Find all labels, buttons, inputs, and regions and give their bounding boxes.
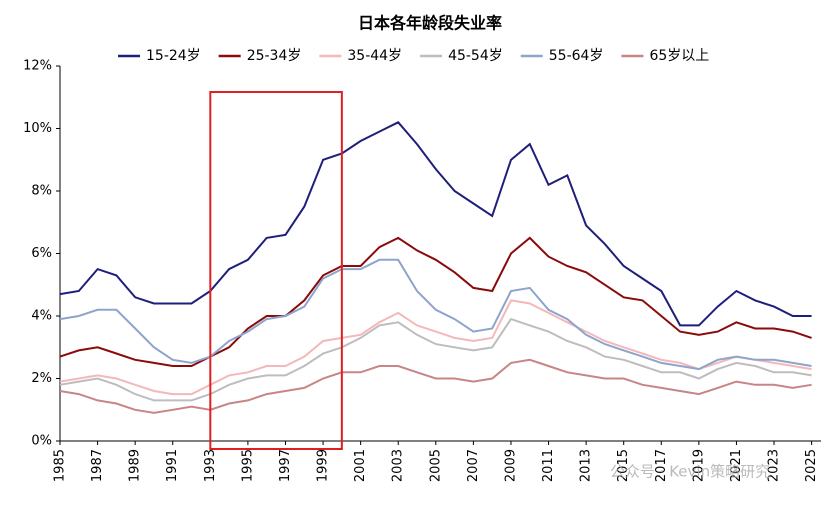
- series-line: [59, 236, 812, 367]
- x-tick-label: 2023: [767, 449, 782, 482]
- legend-label: 15-24岁: [146, 48, 201, 64]
- legend-label: 35-44岁: [347, 48, 402, 64]
- y-tick-label: 12%: [23, 59, 52, 74]
- x-tick-label: 2003: [391, 449, 406, 482]
- watermark: 公众号 · Kevin策略研究: [610, 463, 770, 481]
- y-tick-label: 8%: [31, 184, 52, 199]
- x-tick-label: 2025: [804, 449, 819, 482]
- x-tick-label: 1999: [316, 449, 331, 482]
- x-tick-label: 2017: [654, 449, 669, 482]
- x-tick-label: 1989: [128, 449, 143, 482]
- y-tick-label: 4%: [31, 309, 52, 324]
- series-line: [59, 317, 812, 402]
- y-tick-label: 6%: [31, 246, 52, 261]
- x-tick-label: 2019: [691, 449, 706, 482]
- legend: 15-24岁 25-34岁 35-44岁 45-54岁 55-64岁 65岁以上: [118, 48, 709, 64]
- x-tick-label: 1991: [165, 449, 180, 482]
- x-tick-label: 2001: [353, 449, 368, 482]
- highlight-box: [209, 91, 343, 450]
- chart-title: 日本各年龄段失业率: [358, 14, 502, 33]
- x-tick-label: 1993: [203, 449, 218, 482]
- x-tick-label: 2009: [503, 449, 518, 482]
- y-tick-label: 0%: [31, 434, 52, 449]
- series-line: [59, 299, 812, 396]
- legend-label: 45-54岁: [448, 48, 503, 64]
- legend-label: 65岁以上: [649, 48, 709, 64]
- series-line: [59, 258, 812, 371]
- x-tick-label: 2007: [466, 449, 481, 482]
- x-tick-label: 2005: [428, 449, 443, 482]
- x-tick-label: 2013: [579, 449, 594, 482]
- x-tick-label: 2011: [541, 449, 556, 482]
- x-tick-label: 1997: [278, 449, 293, 482]
- x-tick-label: 1985: [53, 449, 68, 482]
- y-tick-label: 10%: [23, 121, 52, 136]
- x-tick-label: 2021: [729, 449, 744, 482]
- x-tick-label: 1987: [90, 449, 105, 482]
- series-line: [59, 358, 812, 414]
- legend-label: 55-64岁: [549, 48, 604, 64]
- series-line: [59, 121, 812, 327]
- y-tick-label: 2%: [31, 371, 52, 386]
- x-tick-label: 1995: [240, 449, 255, 482]
- x-tick-label: 2015: [616, 449, 631, 482]
- legend-label: 25-34岁: [247, 48, 302, 64]
